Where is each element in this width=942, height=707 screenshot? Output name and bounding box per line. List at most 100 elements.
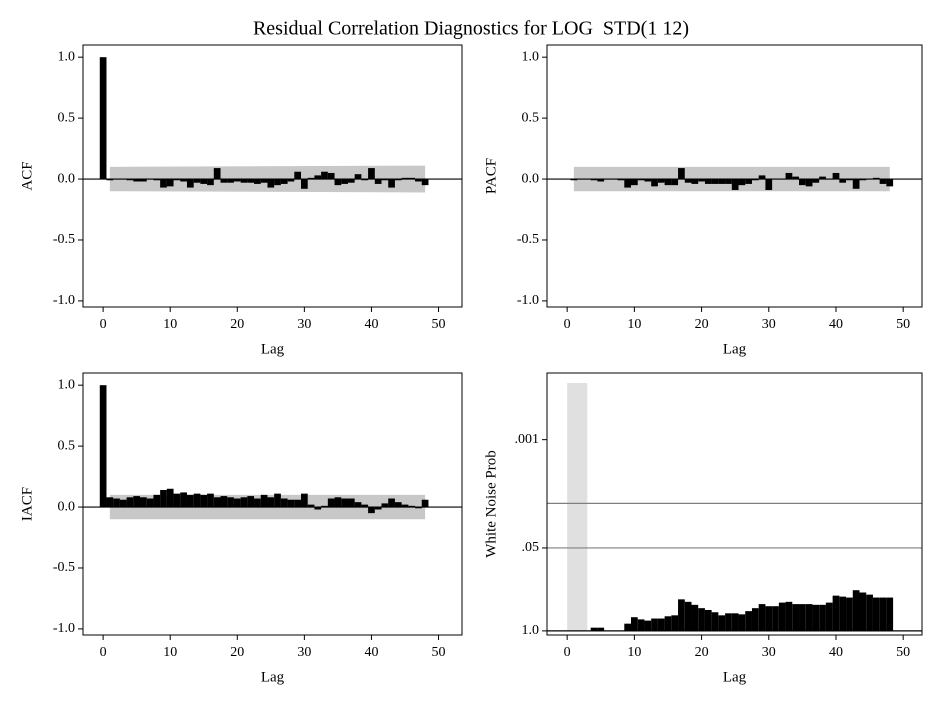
- bar: [745, 179, 752, 184]
- bar: [832, 172, 840, 180]
- x-tick-label: 30: [762, 645, 776, 660]
- bar: [240, 179, 248, 183]
- bar: [644, 620, 652, 631]
- bar: [698, 179, 705, 182]
- x-tick-label: 40: [364, 317, 378, 332]
- shade-region: [567, 383, 588, 631]
- bar: [778, 602, 786, 631]
- y-tick-label: .001: [515, 432, 540, 447]
- bar: [664, 616, 672, 631]
- bar: [173, 493, 181, 508]
- bar: [301, 493, 308, 508]
- y-tick-label: 0.5: [522, 110, 540, 125]
- bar: [287, 499, 295, 508]
- y-tick-label: 0.5: [58, 438, 76, 453]
- bar: [133, 179, 141, 182]
- bar: [745, 611, 752, 631]
- bar: [254, 179, 261, 184]
- bar: [657, 618, 665, 631]
- bar: [637, 619, 645, 631]
- bar: [704, 609, 712, 631]
- bar: [321, 505, 328, 508]
- plot-frame: [82, 372, 463, 636]
- bar: [852, 179, 860, 189]
- bar: [664, 179, 672, 186]
- bar: [684, 601, 692, 631]
- bar: [240, 497, 248, 508]
- x-tick-label: 0: [100, 317, 107, 332]
- bar: [832, 595, 840, 631]
- bar: [846, 597, 853, 631]
- bar: [294, 499, 302, 508]
- y-tick-label: .05: [522, 540, 540, 555]
- x-tick-label: 30: [762, 317, 776, 332]
- bar: [233, 179, 241, 182]
- x-axis-label: Lag: [261, 669, 285, 685]
- bar: [99, 57, 107, 180]
- bar: [597, 627, 605, 631]
- bar: [590, 179, 598, 181]
- x-axis-label: Lag: [723, 341, 747, 357]
- bar: [153, 494, 161, 508]
- x-tick-label: 40: [829, 645, 843, 660]
- bar: [180, 179, 187, 182]
- bar: [570, 179, 578, 181]
- bar: [361, 179, 369, 181]
- bar: [327, 172, 335, 180]
- bar: [792, 176, 800, 180]
- bar: [805, 604, 813, 631]
- bar: [872, 597, 880, 631]
- y-tick-label: 1.0: [522, 623, 540, 638]
- bar: [327, 498, 335, 508]
- x-tick-label: 30: [297, 317, 311, 332]
- bar: [637, 179, 645, 181]
- bar: [220, 179, 228, 183]
- bar: [819, 604, 826, 631]
- bar: [772, 606, 779, 631]
- bar: [678, 599, 685, 631]
- x-tick-label: 50: [896, 317, 910, 332]
- bar: [381, 179, 389, 181]
- bar: [247, 179, 255, 183]
- bar: [193, 493, 201, 508]
- bar: [644, 179, 652, 182]
- y-tick-label: 1.0: [58, 49, 76, 64]
- bar: [347, 498, 355, 508]
- x-tick-label: 10: [627, 645, 641, 660]
- bar: [207, 493, 214, 508]
- y-tick-label: -0.5: [517, 232, 539, 247]
- y-tick-label: 1.0: [522, 49, 540, 64]
- bar: [254, 498, 261, 508]
- bar: [408, 505, 416, 508]
- plot-frame: [546, 372, 923, 636]
- bar: [711, 179, 719, 184]
- y-axis-label: ACF: [19, 161, 35, 190]
- bar: [597, 179, 605, 182]
- y-tick-label: 0.0: [58, 499, 76, 514]
- bar: [334, 179, 342, 186]
- x-tick-label: 50: [896, 645, 910, 660]
- plot-frame: [82, 44, 463, 308]
- bar: [186, 494, 194, 508]
- bar: [805, 179, 813, 187]
- x-tick-label: 50: [432, 317, 446, 332]
- bar: [140, 179, 147, 182]
- bar: [160, 489, 167, 508]
- bar: [247, 496, 255, 508]
- bar: [233, 498, 241, 508]
- bar: [758, 604, 766, 631]
- bar: [374, 179, 382, 184]
- bar: [839, 596, 847, 631]
- bar: [126, 497, 134, 508]
- bar: [388, 179, 395, 188]
- bar: [180, 492, 187, 508]
- x-tick-label: 30: [297, 645, 311, 660]
- y-tick-label: -1.0: [517, 293, 539, 308]
- x-tick-label: 0: [564, 317, 571, 332]
- bar: [166, 179, 174, 187]
- bar: [698, 608, 705, 631]
- bar: [812, 179, 820, 183]
- bar: [825, 602, 833, 631]
